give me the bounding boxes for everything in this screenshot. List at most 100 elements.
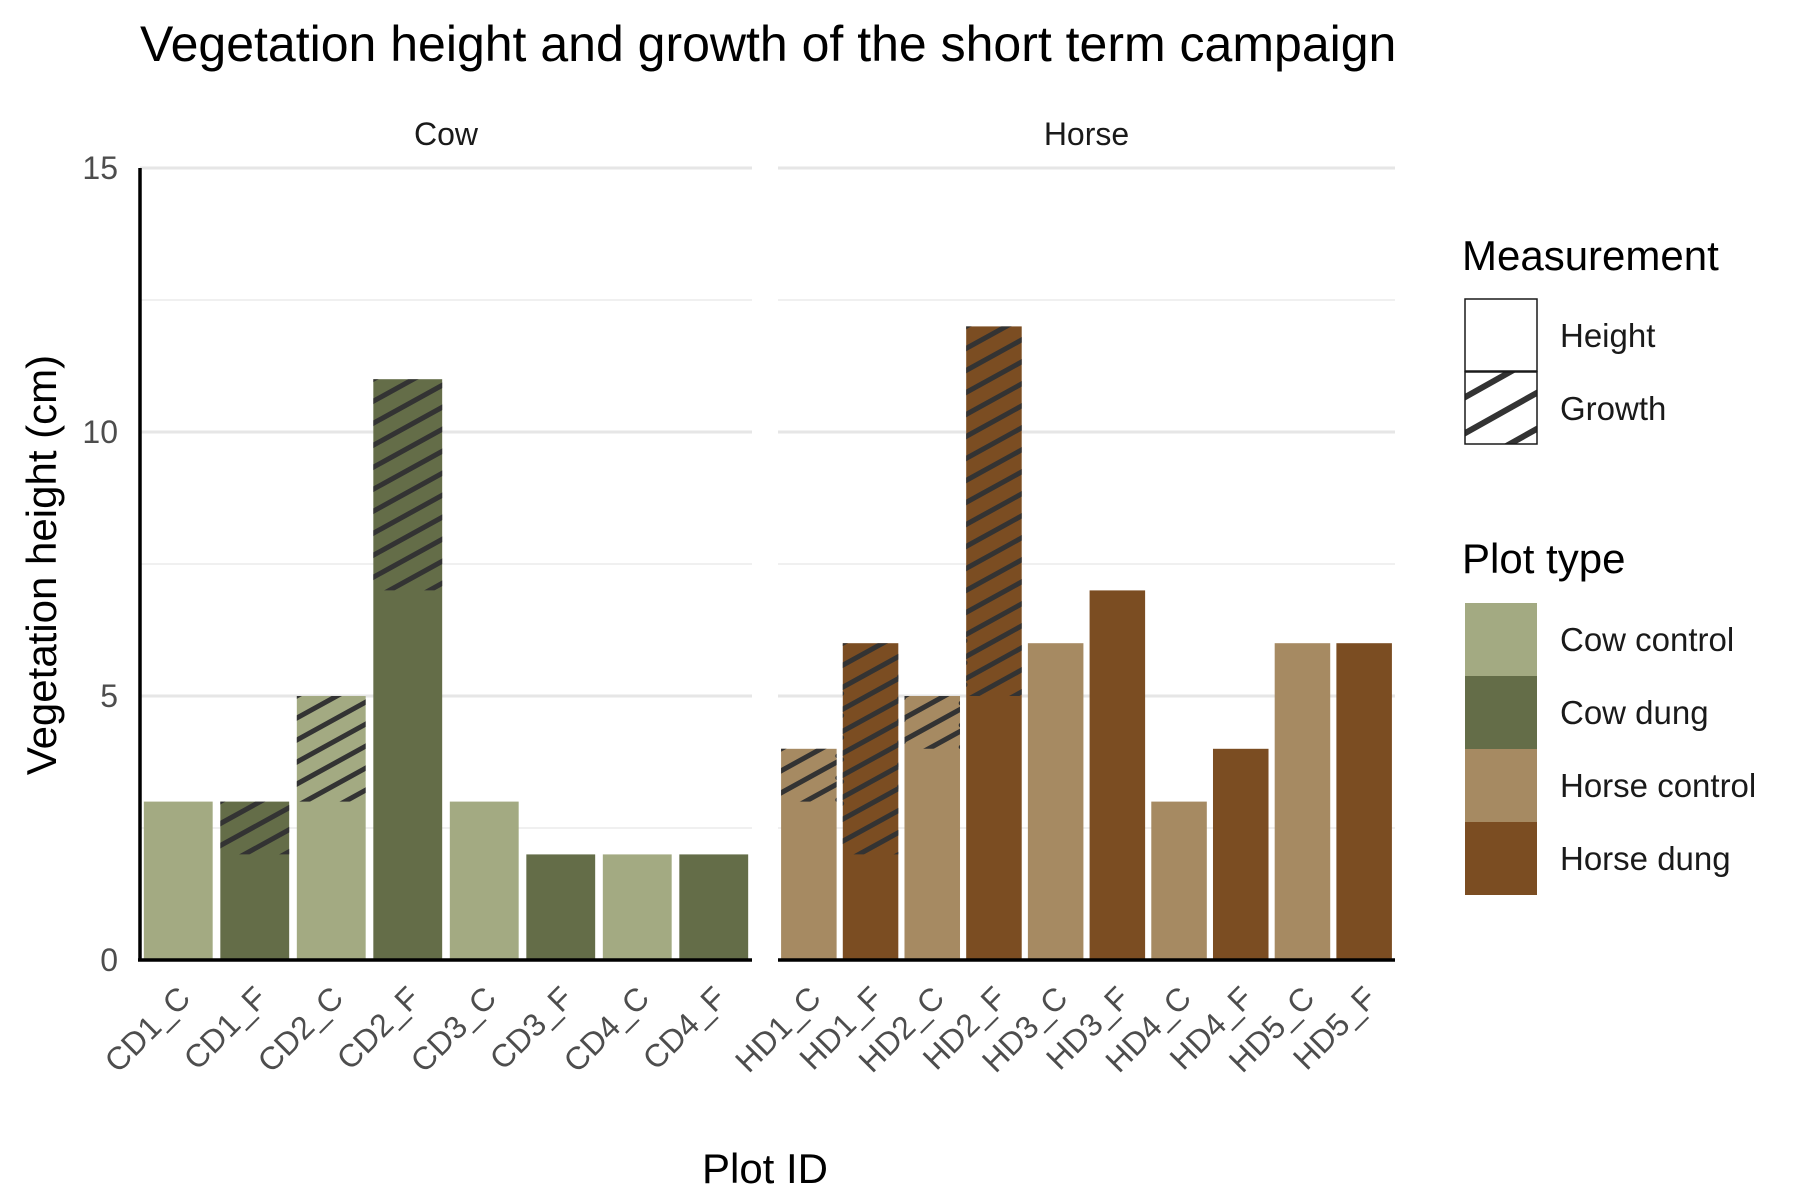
growth-stripe [835, 717, 906, 759]
legend-title-plot-type: Plot type [1462, 535, 1625, 582]
growth-stripe [365, 379, 443, 407]
panel-cow: CowCD1_CCD1_FCD2_CCD2_FCD3_CCD3_FCD4_CCD… [82, 116, 752, 1079]
growth-stripe [958, 510, 1022, 552]
legend-label-horse-control: Horse control [1560, 767, 1756, 804]
bar-cd1-c [143, 801, 213, 960]
legend-key-cow-control [1465, 603, 1537, 676]
growth-stripe [958, 620, 1022, 662]
legend-label-growth: Growth [1560, 390, 1666, 427]
growth-stripe [958, 642, 1022, 684]
growth-stripe [365, 379, 443, 385]
y-tick-label-10: 10 [82, 414, 118, 450]
growth-stripe [958, 378, 1022, 420]
growth-stripe [835, 585, 906, 627]
growth-stripe [958, 326, 1022, 354]
x-tick-label-cd4-f: CD4_F [636, 979, 733, 1076]
growth-stripe [835, 761, 906, 803]
legend-key-cow-dung [1465, 676, 1537, 749]
growth-stripe [365, 446, 443, 495]
bar-hd5-f [1336, 643, 1392, 960]
bar-cd3-f [526, 854, 596, 960]
legend-label-height: Height [1560, 317, 1655, 354]
growth-stripe [958, 334, 1022, 376]
growth-stripe [961, 271, 1027, 307]
bar-cd4-f [679, 854, 749, 960]
growth-stripe [365, 402, 443, 451]
growth-stripe [835, 673, 906, 715]
y-tick-label-0: 0 [100, 942, 118, 978]
growth-stripe [835, 827, 906, 855]
legend: Measurement Height Growth Plot type Cow … [1460, 232, 1756, 895]
growth-stripe [958, 576, 1022, 618]
growth-stripe [365, 490, 443, 539]
growth-stripe [835, 695, 906, 737]
bar-hd3-f [1089, 590, 1146, 960]
x-axis-title: Plot ID [702, 1145, 828, 1192]
growth-stripe [365, 380, 443, 429]
growth-stripe [289, 696, 374, 746]
growth-stripe [365, 468, 443, 517]
growth-stripe [289, 652, 374, 702]
bar-hd5-c [1274, 643, 1331, 960]
legend-label-cow-control: Cow control [1560, 621, 1734, 658]
x-tick-label-cd3-c: CD3_C [404, 979, 504, 1079]
growth-stripe [835, 783, 906, 825]
y-axis-title: Vegetation height (cm) [18, 355, 65, 775]
legend-key-growth [1460, 371, 1542, 508]
chart-title: Vegetation height and growth of the shor… [140, 16, 1396, 72]
y-tick-label-15: 15 [82, 150, 118, 186]
bar-hd4-f [1212, 748, 1269, 960]
legend-key-horse-dung [1465, 822, 1537, 895]
growth-stripe [368, 317, 447, 360]
growth-stripe [289, 718, 374, 768]
legend-stripe [1460, 462, 1542, 508]
growth-stripe [220, 802, 297, 851]
facet-label-cow: Cow [414, 116, 479, 152]
legend-stripe [1465, 389, 1537, 437]
bar-cd2-c [296, 696, 366, 960]
panels: CowCD1_CCD1_FCD2_CCD2_FCD3_CCD3_FCD4_CCD… [82, 116, 1395, 1079]
bar-hd4-c [1151, 801, 1207, 960]
growth-stripe [835, 607, 906, 649]
growth-stripe [220, 736, 297, 785]
growth-stripe [958, 554, 1022, 596]
bar-cd2-f [373, 379, 443, 960]
facet-label-horse: Horse [1044, 116, 1129, 152]
bar-cd4-c [602, 854, 672, 960]
growth-stripe [958, 532, 1022, 574]
growth-stripe [781, 713, 845, 755]
bar-hd3-c [1027, 643, 1084, 960]
panel-horse: HorseHD1_CHD1_FHD2_CHD2_FHD3_CHD3_FHD4_C… [728, 116, 1395, 1079]
growth-stripe [835, 805, 906, 847]
growth-stripe [896, 660, 968, 702]
growth-stripe [958, 356, 1022, 398]
growth-stripe [896, 638, 968, 680]
y-tick-label-5: 5 [100, 678, 118, 714]
x-tick-label-cd1-c: CD1_C [98, 979, 198, 1079]
growth-stripe [958, 488, 1022, 530]
legend-title-measurement: Measurement [1462, 232, 1719, 279]
legend-key-height [1464, 298, 1538, 372]
growth-stripe [365, 424, 443, 473]
bar-hd1-c [781, 748, 837, 960]
legend-label-horse-dung: Horse dung [1560, 840, 1731, 877]
growth-stripe [958, 326, 1022, 332]
growth-stripe [896, 704, 968, 746]
growth-stripe [958, 466, 1022, 508]
growth-stripe [365, 512, 443, 561]
legend-key-horse-control [1465, 749, 1537, 822]
growth-stripe [289, 740, 374, 790]
growth-stripe [781, 757, 845, 799]
growth-stripe [958, 598, 1022, 640]
growth-stripe [958, 444, 1022, 486]
legend-stripe [1465, 372, 1517, 401]
bar-hd2-c [904, 696, 961, 960]
growth-stripe [365, 534, 443, 583]
x-tick-label-cd4-c: CD4_C [557, 979, 657, 1079]
bar-cd3-c [449, 801, 519, 960]
growth-stripe [289, 630, 374, 680]
growth-stripe [835, 739, 906, 781]
x-tick-label-cd2-c: CD2_C [251, 979, 351, 1079]
growth-stripe [220, 758, 297, 807]
